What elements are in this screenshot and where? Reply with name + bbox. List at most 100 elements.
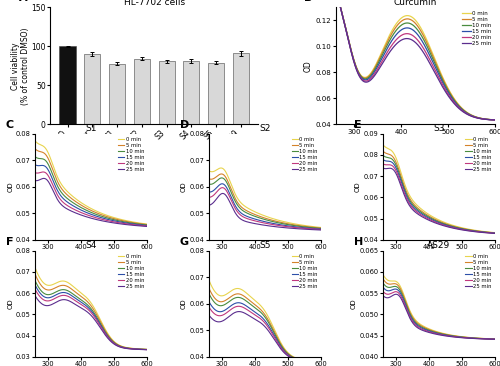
10 min (272, 220, 278, 224)
Legend: 0 min, 5 min, 10 min, 15 min, 20 min, 25 min: 0 min, 5 min, 10 min, 15 min, 20 min, 25… (465, 253, 492, 290)
10 min (258, 216, 264, 221)
5 min (317, 226, 323, 230)
0 min (380, 272, 386, 276)
Line: 25 min: 25 min (209, 194, 321, 230)
20 min (272, 223, 278, 227)
5 min (492, 117, 498, 122)
15 min (380, 285, 386, 289)
Line: 0 min: 0 min (209, 168, 321, 228)
5 min (375, 59, 381, 64)
10 min (219, 176, 225, 180)
5 min (142, 222, 148, 227)
25 min (62, 206, 68, 210)
0 min (380, 142, 386, 147)
Bar (109, 64, 125, 124)
15 min (446, 224, 452, 228)
10 min (485, 117, 491, 122)
5 min (314, 359, 320, 363)
15 min (258, 314, 264, 318)
20 min (98, 217, 104, 221)
20 min (206, 195, 212, 199)
15 min (490, 231, 496, 235)
5 min (32, 146, 38, 151)
25 min (406, 37, 412, 41)
20 min (62, 293, 68, 298)
5 min (432, 217, 438, 221)
20 min (492, 337, 498, 341)
25 min (317, 228, 323, 232)
20 min (440, 223, 446, 227)
20 min (98, 325, 104, 330)
0 min (206, 169, 212, 173)
Line: 25 min: 25 min (383, 294, 495, 339)
25 min (410, 321, 416, 326)
20 min (220, 186, 226, 190)
10 min (440, 221, 446, 225)
Y-axis label: OD: OD (355, 181, 361, 192)
20 min (406, 32, 412, 36)
15 min (492, 118, 498, 122)
5 min (487, 337, 493, 341)
5 min (142, 347, 148, 352)
25 min (144, 224, 150, 229)
15 min (432, 330, 438, 335)
5 min (318, 359, 324, 363)
10 min (492, 231, 498, 235)
0 min (218, 166, 224, 170)
Line: 25 min: 25 min (35, 296, 147, 350)
0 min (258, 212, 264, 217)
25 min (375, 68, 381, 73)
15 min (236, 209, 242, 213)
Line: 0 min: 0 min (383, 145, 495, 233)
Line: 5 min: 5 min (35, 274, 147, 350)
Y-axis label: OD: OD (304, 60, 313, 72)
5 min (206, 286, 212, 290)
20 min (432, 331, 438, 336)
0 min (318, 225, 324, 230)
0 min (492, 117, 498, 122)
0 min (32, 139, 38, 143)
5 min (410, 201, 416, 205)
10 min (266, 219, 272, 223)
10 min (140, 222, 145, 227)
20 min (492, 231, 498, 235)
0 min (266, 215, 272, 220)
15 min (314, 227, 320, 231)
10 min (410, 202, 416, 207)
Y-axis label: OD: OD (7, 181, 13, 192)
0 min (426, 44, 432, 49)
Line: 25 min: 25 min (209, 311, 321, 362)
Title: HL-7702 cells: HL-7702 cells (124, 0, 185, 7)
10 min (236, 295, 242, 300)
Y-axis label: OD: OD (350, 298, 356, 309)
0 min (490, 117, 496, 122)
10 min (144, 347, 150, 352)
25 min (492, 118, 498, 122)
0 min (410, 198, 416, 202)
5 min (490, 337, 496, 341)
10 min (266, 321, 272, 325)
20 min (40, 170, 46, 174)
15 min (318, 227, 324, 231)
25 min (144, 348, 150, 352)
25 min (446, 334, 452, 339)
Line: 15 min: 15 min (35, 285, 147, 350)
15 min (487, 337, 493, 341)
5 min (92, 309, 98, 314)
0 min (140, 221, 145, 226)
10 min (318, 226, 324, 231)
5 min (446, 333, 452, 337)
15 min (206, 190, 212, 194)
5 min (258, 214, 264, 219)
25 min (314, 228, 320, 232)
Line: 10 min: 10 min (35, 157, 147, 225)
Title: S1: S1 (86, 124, 97, 133)
25 min (380, 166, 386, 170)
10 min (92, 212, 98, 216)
10 min (140, 347, 145, 351)
20 min (380, 289, 386, 294)
Line: 5 min: 5 min (209, 288, 321, 361)
15 min (62, 290, 68, 295)
5 min (316, 359, 322, 363)
10 min (272, 333, 278, 337)
